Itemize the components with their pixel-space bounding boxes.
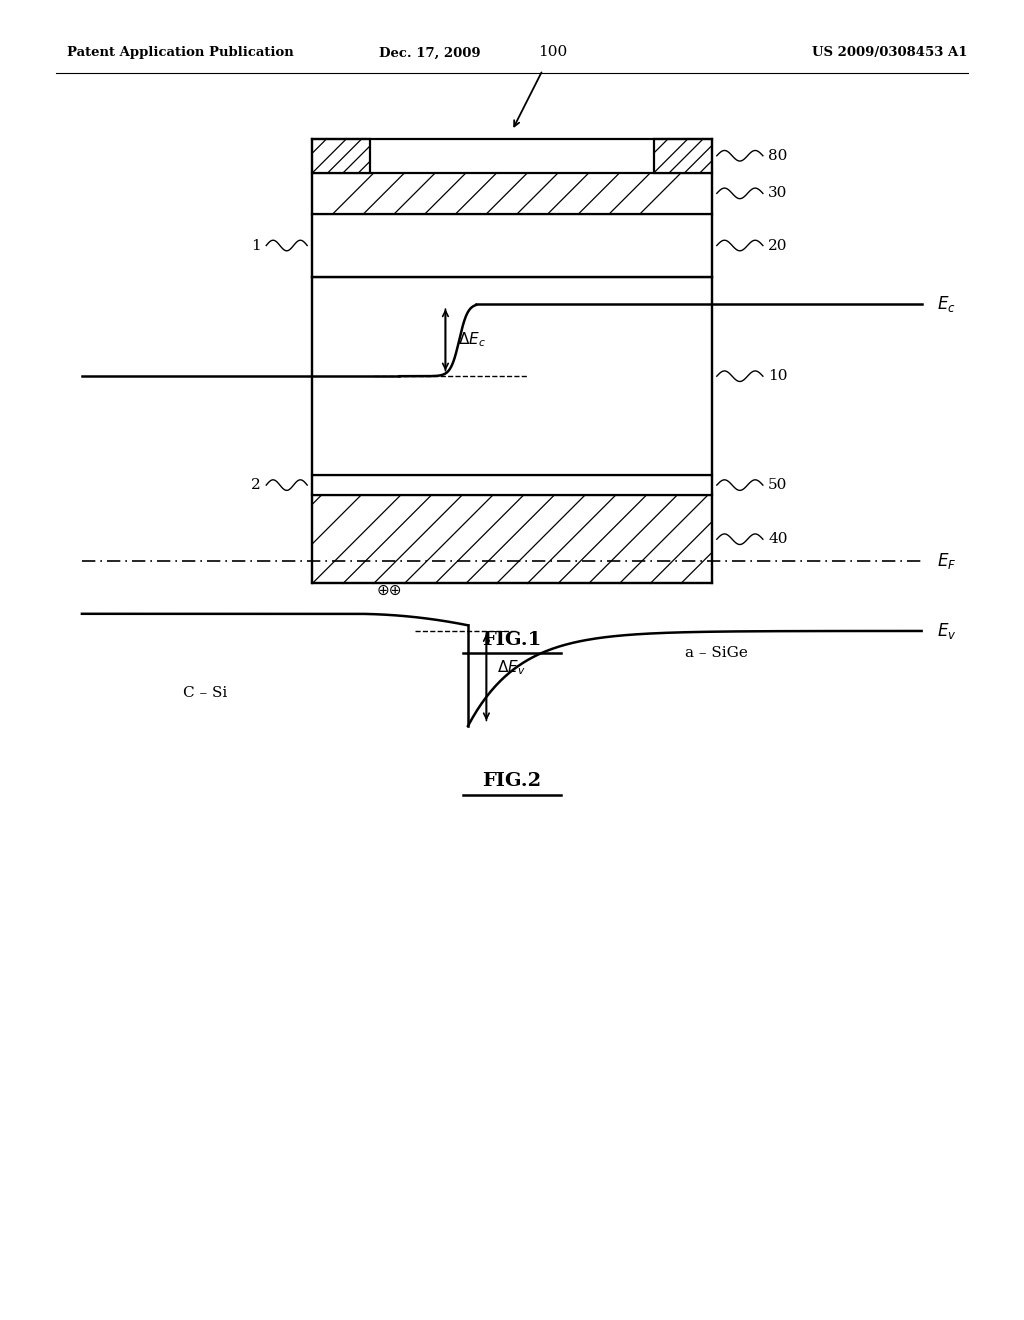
- Bar: [312, 214, 712, 277]
- Bar: [312, 173, 712, 214]
- Text: 50: 50: [768, 478, 787, 492]
- Text: a – SiGe: a – SiGe: [685, 647, 749, 660]
- Text: C – Si: C – Si: [182, 686, 227, 700]
- Text: $E_v$: $E_v$: [937, 620, 956, 642]
- Text: Patent Application Publication: Patent Application Publication: [67, 46, 293, 59]
- Bar: [312, 495, 712, 583]
- Bar: [312, 475, 712, 495]
- Text: $\Delta E_c$: $\Delta E_c$: [458, 330, 485, 350]
- Text: 100: 100: [539, 45, 567, 59]
- Text: 80: 80: [768, 149, 787, 162]
- Text: 10: 10: [768, 370, 787, 383]
- Text: 30: 30: [768, 186, 787, 201]
- Text: Dec. 17, 2009: Dec. 17, 2009: [379, 46, 481, 59]
- Text: 40: 40: [768, 532, 787, 546]
- Text: $E_c$: $E_c$: [937, 293, 955, 314]
- Text: 2: 2: [251, 478, 261, 492]
- Text: FIG.1: FIG.1: [482, 631, 542, 649]
- Text: 20: 20: [768, 239, 787, 252]
- Bar: [312, 139, 371, 173]
- Text: US 2009/0308453 A1: US 2009/0308453 A1: [812, 46, 968, 59]
- Text: FIG.2: FIG.2: [482, 772, 542, 791]
- Text: $E_F$: $E_F$: [937, 550, 956, 572]
- Bar: [653, 139, 712, 173]
- Text: ⊕⊕: ⊕⊕: [377, 582, 401, 598]
- Text: 1: 1: [251, 239, 261, 252]
- Text: $\Delta E_v$: $\Delta E_v$: [497, 659, 525, 677]
- Bar: [312, 277, 712, 475]
